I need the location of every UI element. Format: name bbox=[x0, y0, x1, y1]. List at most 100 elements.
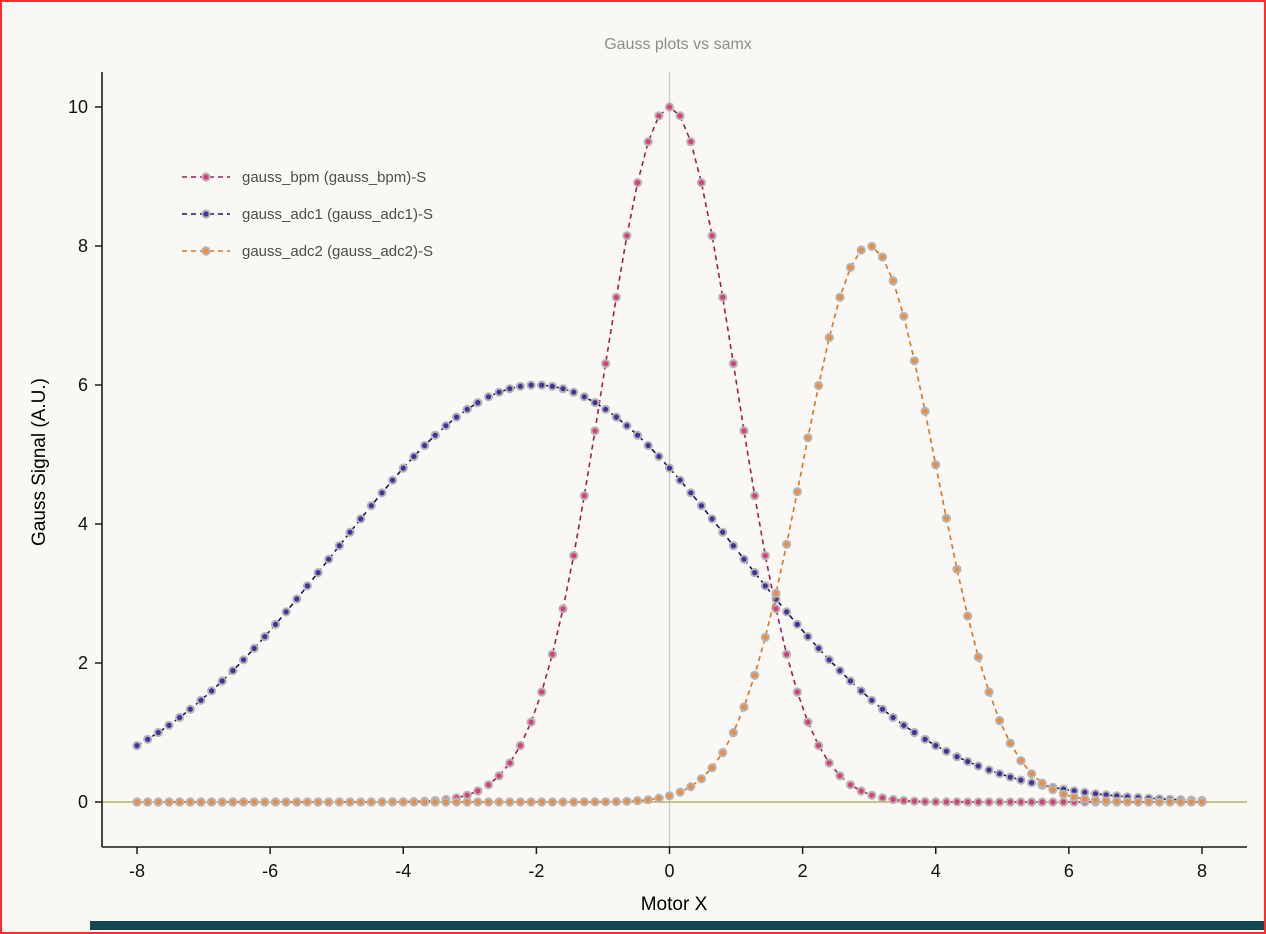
legend-marker-sample bbox=[201, 209, 211, 219]
series-marker bbox=[633, 430, 643, 440]
series-marker bbox=[856, 786, 866, 796]
series-marker bbox=[473, 797, 483, 807]
series-marker bbox=[1154, 797, 1165, 807]
series-marker bbox=[888, 712, 898, 723]
series-marker bbox=[473, 398, 483, 408]
series-marker bbox=[611, 412, 621, 422]
x-tick-label: -4 bbox=[395, 861, 411, 881]
x-tick-label: -8 bbox=[129, 861, 145, 881]
series-marker bbox=[334, 797, 344, 807]
series-marker bbox=[941, 797, 952, 807]
series-marker bbox=[888, 794, 898, 805]
series-marker bbox=[824, 758, 834, 768]
series-marker bbox=[728, 359, 739, 369]
chart-canvas[interactable]: -8 -6 -4 -2 0 2 4 6 8 0 2 4 6 8 10 gauss_bpm (gauss_bpm… bbox=[2, 2, 1266, 882]
series-marker bbox=[728, 541, 739, 551]
x-tick-label: -2 bbox=[528, 861, 544, 881]
series-marker bbox=[1144, 797, 1154, 807]
legend-item-1[interactable]: gauss_adc1 (gauss_adc1)-S bbox=[182, 206, 433, 223]
series-marker bbox=[377, 488, 387, 498]
series-marker bbox=[952, 564, 962, 574]
legend-label: gauss_adc1 (gauss_adc1)-S bbox=[242, 206, 433, 223]
series-marker bbox=[409, 797, 419, 807]
series-marker bbox=[483, 392, 494, 402]
x-axis-label: Motor X bbox=[640, 894, 708, 915]
y-tick-label: 8 bbox=[78, 236, 88, 256]
series-marker bbox=[750, 491, 760, 501]
series-marker bbox=[547, 797, 558, 807]
y-tick-label: 2 bbox=[78, 653, 88, 673]
series-marker bbox=[995, 769, 1005, 779]
series-marker bbox=[579, 491, 589, 501]
series-marker bbox=[1005, 797, 1015, 807]
series-marker bbox=[1048, 797, 1058, 807]
series-marker bbox=[824, 655, 834, 665]
series-marker bbox=[494, 387, 504, 397]
legend-item-2[interactable]: gauss_adc2 (gauss_adc2)-S bbox=[182, 243, 433, 260]
series-marker bbox=[249, 797, 259, 807]
series-marker bbox=[782, 539, 792, 549]
x-tick-label: 8 bbox=[1197, 861, 1207, 881]
series-marker bbox=[281, 797, 291, 807]
series-marker bbox=[686, 137, 696, 147]
series-marker bbox=[143, 797, 153, 807]
x-tick-label: 0 bbox=[664, 861, 674, 881]
series-marker bbox=[526, 717, 536, 727]
series-marker bbox=[441, 421, 451, 431]
series-marker bbox=[1122, 797, 1133, 807]
series-marker bbox=[856, 245, 866, 255]
series-marker bbox=[941, 746, 952, 756]
series-marker bbox=[313, 568, 323, 578]
series-marker bbox=[803, 717, 813, 727]
series-marker bbox=[675, 787, 685, 797]
series-marker bbox=[1165, 797, 1175, 807]
series-marker bbox=[260, 632, 270, 642]
series-marker bbox=[814, 643, 824, 654]
series-marker bbox=[835, 771, 845, 781]
series-marker bbox=[270, 797, 281, 807]
series-marker bbox=[430, 430, 440, 440]
series-marker bbox=[132, 797, 142, 807]
series-marker bbox=[899, 796, 909, 806]
series-marker bbox=[696, 501, 707, 511]
legend-item-0[interactable]: gauss_bpm (gauss_bpm)-S bbox=[182, 169, 426, 186]
series-marker bbox=[845, 676, 856, 686]
series-marker bbox=[931, 741, 941, 751]
series-marker bbox=[590, 797, 600, 807]
series-marker bbox=[537, 687, 547, 697]
legend-label: gauss_adc2 (gauss_adc2)-S bbox=[242, 243, 433, 260]
series-marker bbox=[899, 311, 909, 321]
series-marker bbox=[686, 782, 696, 792]
series-marker bbox=[1112, 796, 1122, 807]
series-marker bbox=[356, 797, 366, 807]
series-marker bbox=[260, 797, 270, 807]
series-2[interactable] bbox=[132, 241, 1207, 807]
series-marker bbox=[143, 734, 153, 744]
x-tick-label: -6 bbox=[262, 861, 278, 881]
series-marker bbox=[654, 451, 664, 462]
series-marker bbox=[569, 797, 579, 807]
axes: -8 -6 -4 -2 0 2 4 6 8 0 2 4 6 8 10 bbox=[68, 72, 1247, 881]
series-marker bbox=[558, 384, 568, 394]
series-marker bbox=[984, 765, 994, 775]
series-marker bbox=[292, 594, 302, 604]
series-marker bbox=[718, 748, 728, 758]
series-marker bbox=[803, 632, 813, 642]
series-marker bbox=[537, 380, 547, 390]
chart-title: Gauss plots vs samx bbox=[604, 36, 752, 53]
series-marker bbox=[345, 527, 355, 537]
series-marker bbox=[1069, 792, 1079, 802]
series-marker bbox=[334, 541, 344, 551]
series-marker bbox=[153, 727, 163, 738]
series-marker bbox=[931, 460, 941, 470]
series-marker bbox=[1101, 796, 1111, 806]
series-marker bbox=[1058, 797, 1069, 807]
series-marker bbox=[1016, 775, 1026, 785]
series-marker bbox=[185, 704, 195, 714]
series-marker bbox=[207, 686, 217, 696]
series-marker bbox=[1016, 756, 1026, 766]
series-marker bbox=[760, 551, 770, 561]
series-marker bbox=[483, 797, 494, 807]
series-marker bbox=[877, 704, 888, 714]
